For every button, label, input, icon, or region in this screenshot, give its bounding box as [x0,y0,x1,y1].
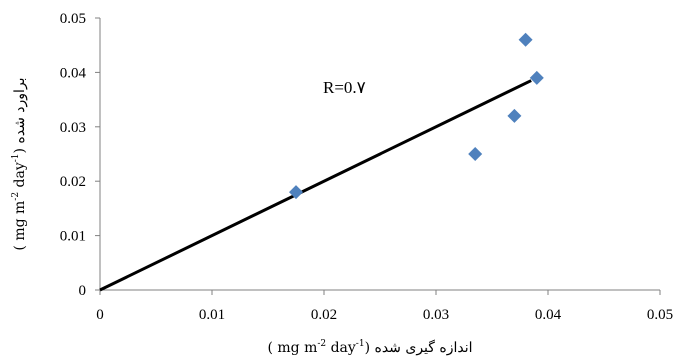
y-axis-title-main: ( mg m [12,201,28,251]
data-point-marker [468,147,483,161]
y-tick-label: 0.04 [60,65,87,81]
data-point-marker [518,32,533,47]
axes [99,18,660,291]
y-axis-title-sup1: -2 [11,192,21,201]
trendline [99,79,532,292]
y-axis-title-mid: day [12,162,28,192]
x-tick-label: 0 [96,307,104,323]
x-axis-title: ( mg m-2 day-1) اندازه گیری شده [267,339,472,356]
x-tick-label: 0.04 [535,307,562,323]
y-axis-title: ( mg m-2 day-1) براورد شده [11,77,28,250]
x-axis-title-mid: day [326,340,356,356]
y-tick-label: 0.02 [60,174,86,190]
y-tick-label: 0 [79,283,87,299]
tick-labels: 0 0.01 0.02 0.03 0.04 0.05 0 0.01 0.02 0.03 0.04 0.… [60,11,673,323]
x-tick-label: 0.01 [199,307,225,323]
y-tick-label: 0.01 [60,229,86,245]
data-point-marker [507,108,522,123]
x-axis-title-sup1: -2 [317,339,326,349]
y-tick-label: 0.03 [60,120,86,136]
x-tick-label: 0.02 [311,307,337,323]
data-point-marker [289,185,303,200]
r-value-annotation: R=0.۷ [323,78,366,97]
chart-marks [99,32,544,292]
y-axis-title-tail: ) براورد شده [12,77,28,153]
x-axis-title-sup2: -1 [356,339,365,349]
data-point-marker [529,70,544,85]
x-axis-title-tail: ) اندازه گیری شده [365,339,473,356]
y-tick-label: 0.05 [60,11,86,27]
x-axis-title-main: ( mg m [267,340,317,356]
x-tick-label: 0.03 [423,307,449,323]
y-axis-title-sup2: -1 [11,153,21,162]
x-tick-label: 0.05 [647,307,673,323]
